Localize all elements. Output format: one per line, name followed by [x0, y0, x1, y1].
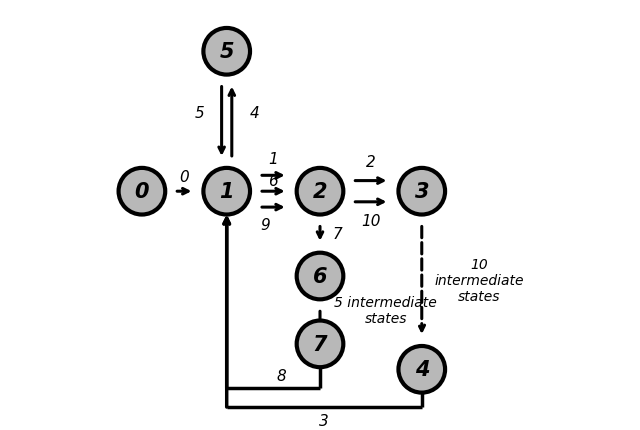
Text: 7: 7	[313, 334, 327, 354]
Text: 6: 6	[269, 174, 278, 189]
Text: 7: 7	[333, 227, 342, 242]
Text: 1: 1	[269, 151, 278, 166]
Text: 0: 0	[179, 169, 189, 184]
Text: 2: 2	[313, 182, 327, 202]
Text: 3: 3	[319, 413, 329, 428]
Text: 5: 5	[220, 42, 234, 62]
Text: 0: 0	[134, 182, 149, 202]
Text: 4: 4	[250, 106, 259, 121]
Circle shape	[204, 169, 250, 215]
Circle shape	[204, 29, 250, 75]
Text: 5 intermediate
states: 5 intermediate states	[334, 295, 437, 325]
Text: 3: 3	[415, 182, 429, 202]
Text: 10: 10	[361, 214, 381, 229]
Circle shape	[399, 346, 445, 393]
Text: 5: 5	[195, 106, 204, 121]
Text: 1: 1	[220, 182, 234, 202]
Text: 6: 6	[313, 267, 327, 286]
Circle shape	[118, 169, 165, 215]
Text: 4: 4	[415, 359, 429, 379]
Circle shape	[297, 253, 343, 300]
Text: 10
intermediate
states: 10 intermediate states	[435, 258, 524, 304]
Text: 8: 8	[277, 369, 287, 383]
Text: 2: 2	[366, 155, 376, 169]
Circle shape	[297, 169, 343, 215]
Circle shape	[297, 321, 343, 367]
Circle shape	[399, 169, 445, 215]
Text: 9: 9	[260, 217, 269, 232]
